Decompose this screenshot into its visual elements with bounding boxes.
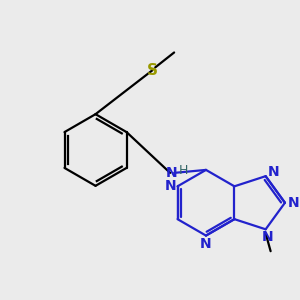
Text: N: N xyxy=(262,230,273,244)
Text: H: H xyxy=(178,164,188,177)
Text: S: S xyxy=(147,63,158,78)
Text: N: N xyxy=(165,179,176,193)
Text: N: N xyxy=(268,165,279,179)
Text: N: N xyxy=(288,196,300,210)
Text: N: N xyxy=(165,166,177,180)
Text: N: N xyxy=(200,236,212,250)
